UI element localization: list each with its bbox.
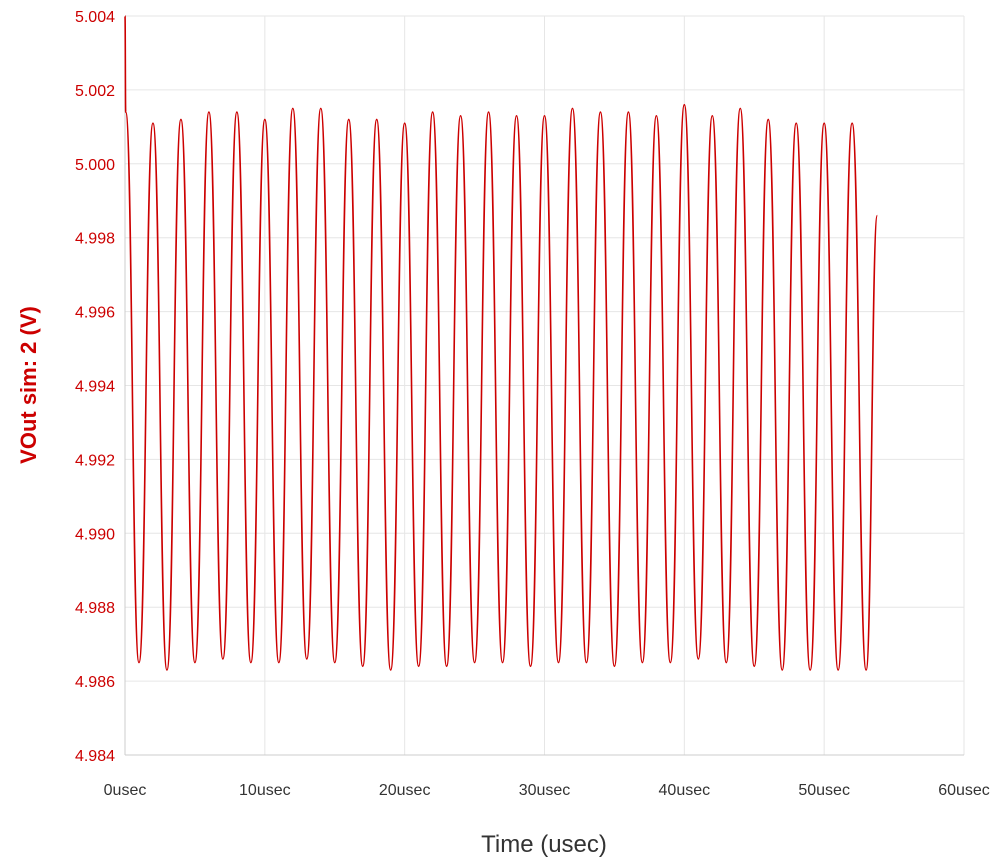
- x-tick-label: 20usec: [379, 782, 431, 799]
- x-tick-label: 30usec: [519, 782, 571, 799]
- tick-label-layer: 4.984 4.986 4.988 4.990 4.992 4.994 4.996 4.998…: [75, 9, 990, 799]
- y-tick-label: 4.988: [75, 600, 115, 617]
- y-tick-label: 4.986: [75, 674, 115, 691]
- x-tick-label: 0usec: [104, 782, 147, 799]
- y-tick-label: 5.002: [75, 83, 115, 100]
- y-tick-label: 4.996: [75, 305, 115, 322]
- x-tick-label: 60usec: [938, 782, 990, 799]
- axis-layer: [124, 16, 964, 756]
- y-tick-label: 5.004: [75, 9, 115, 26]
- y-axis-label: VOut sim: 2 (V): [16, 306, 41, 464]
- y-tick-label: 4.990: [75, 526, 115, 543]
- y-tick-label: 5.000: [75, 157, 115, 174]
- grid-layer: [124, 15, 965, 756]
- series-layer: [124, 15, 879, 671]
- series-line-0: [124, 15, 879, 671]
- y-tick-label: 4.984: [75, 748, 115, 765]
- x-tick-label: 40usec: [659, 782, 711, 799]
- y-tick-label: 4.998: [75, 231, 115, 248]
- y-tick-label: 4.992: [75, 452, 115, 469]
- x-tick-label: 50usec: [798, 782, 850, 799]
- x-tick-label: 10usec: [239, 782, 291, 799]
- x-axis-label: Time (usec): [481, 831, 607, 858]
- y-tick-label: 4.994: [75, 379, 115, 396]
